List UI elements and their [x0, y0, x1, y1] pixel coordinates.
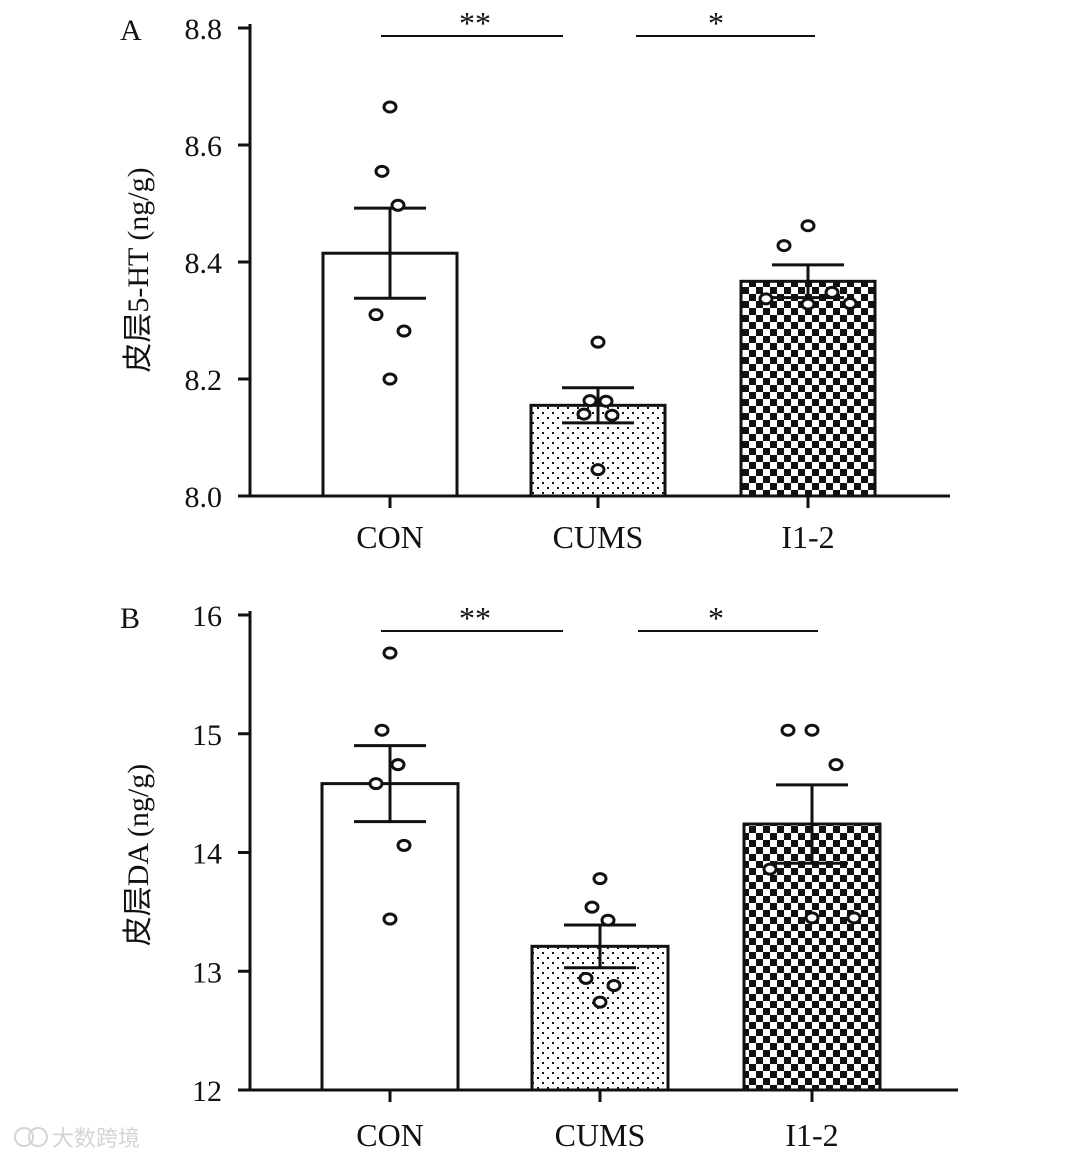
data-point: [776, 239, 792, 253]
y-axis-label: 皮层DA (ng/g): [122, 764, 155, 947]
significance-label: **: [459, 5, 491, 41]
data-point: [390, 758, 406, 772]
data-point: [374, 723, 390, 737]
data-point: [824, 285, 840, 299]
data-point: [590, 335, 606, 349]
data-point: [758, 292, 774, 306]
data-point: [368, 308, 384, 322]
bar: [739, 279, 877, 498]
panel-label: A: [120, 14, 142, 47]
data-point: [368, 777, 384, 791]
data-point: [382, 100, 398, 114]
x-tick-label: CUMS: [553, 519, 644, 555]
data-point: [584, 900, 600, 914]
watermark-text: 大数跨境: [52, 1127, 140, 1152]
data-point: [592, 995, 608, 1009]
data-point: [590, 463, 606, 477]
data-point: [374, 164, 390, 178]
y-tick-label: 8.6: [185, 130, 223, 163]
data-point: [598, 394, 614, 408]
data-point: [828, 758, 844, 772]
significance-label: *: [708, 600, 724, 636]
data-point: [382, 372, 398, 386]
bar: [320, 782, 460, 1092]
x-tick-label: CON: [356, 1117, 424, 1153]
data-point: [606, 979, 622, 992]
panel-a: A 皮层5-HT (ng/g) 8.0 8.2 8.4 8.6 8.8 CON CUMS I1…: [120, 5, 950, 555]
data-point: [576, 407, 592, 421]
y-axis-label: 皮层5-HT (ng/g): [122, 167, 155, 372]
y-tick-label: 16: [192, 600, 222, 633]
data-point: [382, 646, 398, 660]
data-point: [582, 394, 598, 408]
data-point: [846, 911, 862, 925]
panel-label: B: [120, 602, 140, 635]
significance-label: *: [708, 5, 724, 41]
y-tick-label: 15: [192, 719, 222, 752]
data-point: [804, 723, 820, 737]
data-point: [804, 911, 820, 925]
data-point: [592, 872, 608, 886]
y-tick-label: 8.2: [185, 364, 223, 397]
y-tick-label: 8.4: [185, 247, 223, 280]
data-point: [842, 297, 858, 311]
y-tick-label: 8.8: [185, 13, 223, 46]
y-tick-label: 14: [192, 838, 222, 871]
data-point: [800, 219, 816, 233]
x-tick-label: I1-2: [781, 519, 834, 555]
watermark-icon: [28, 1127, 48, 1147]
data-point: [390, 198, 406, 212]
y-tick-label: 12: [192, 1075, 222, 1108]
x-tick-label: CON: [356, 519, 424, 555]
data-point: [382, 912, 398, 926]
significance-label: **: [459, 600, 491, 636]
y-tick-label: 13: [192, 956, 222, 989]
data-point: [396, 838, 412, 852]
data-point: [762, 862, 778, 876]
y-tick-label: 8.0: [185, 481, 223, 514]
data-point: [604, 408, 620, 422]
x-tick-label: CUMS: [555, 1117, 646, 1153]
data-point: [578, 971, 594, 985]
data-point: [396, 324, 412, 338]
data-point: [600, 913, 616, 927]
watermark: 大数跨境: [14, 1127, 140, 1152]
watermark-icon: [14, 1127, 34, 1147]
data-point: [800, 297, 816, 311]
data-point: [780, 723, 796, 737]
x-tick-label: I1-2: [785, 1117, 838, 1153]
